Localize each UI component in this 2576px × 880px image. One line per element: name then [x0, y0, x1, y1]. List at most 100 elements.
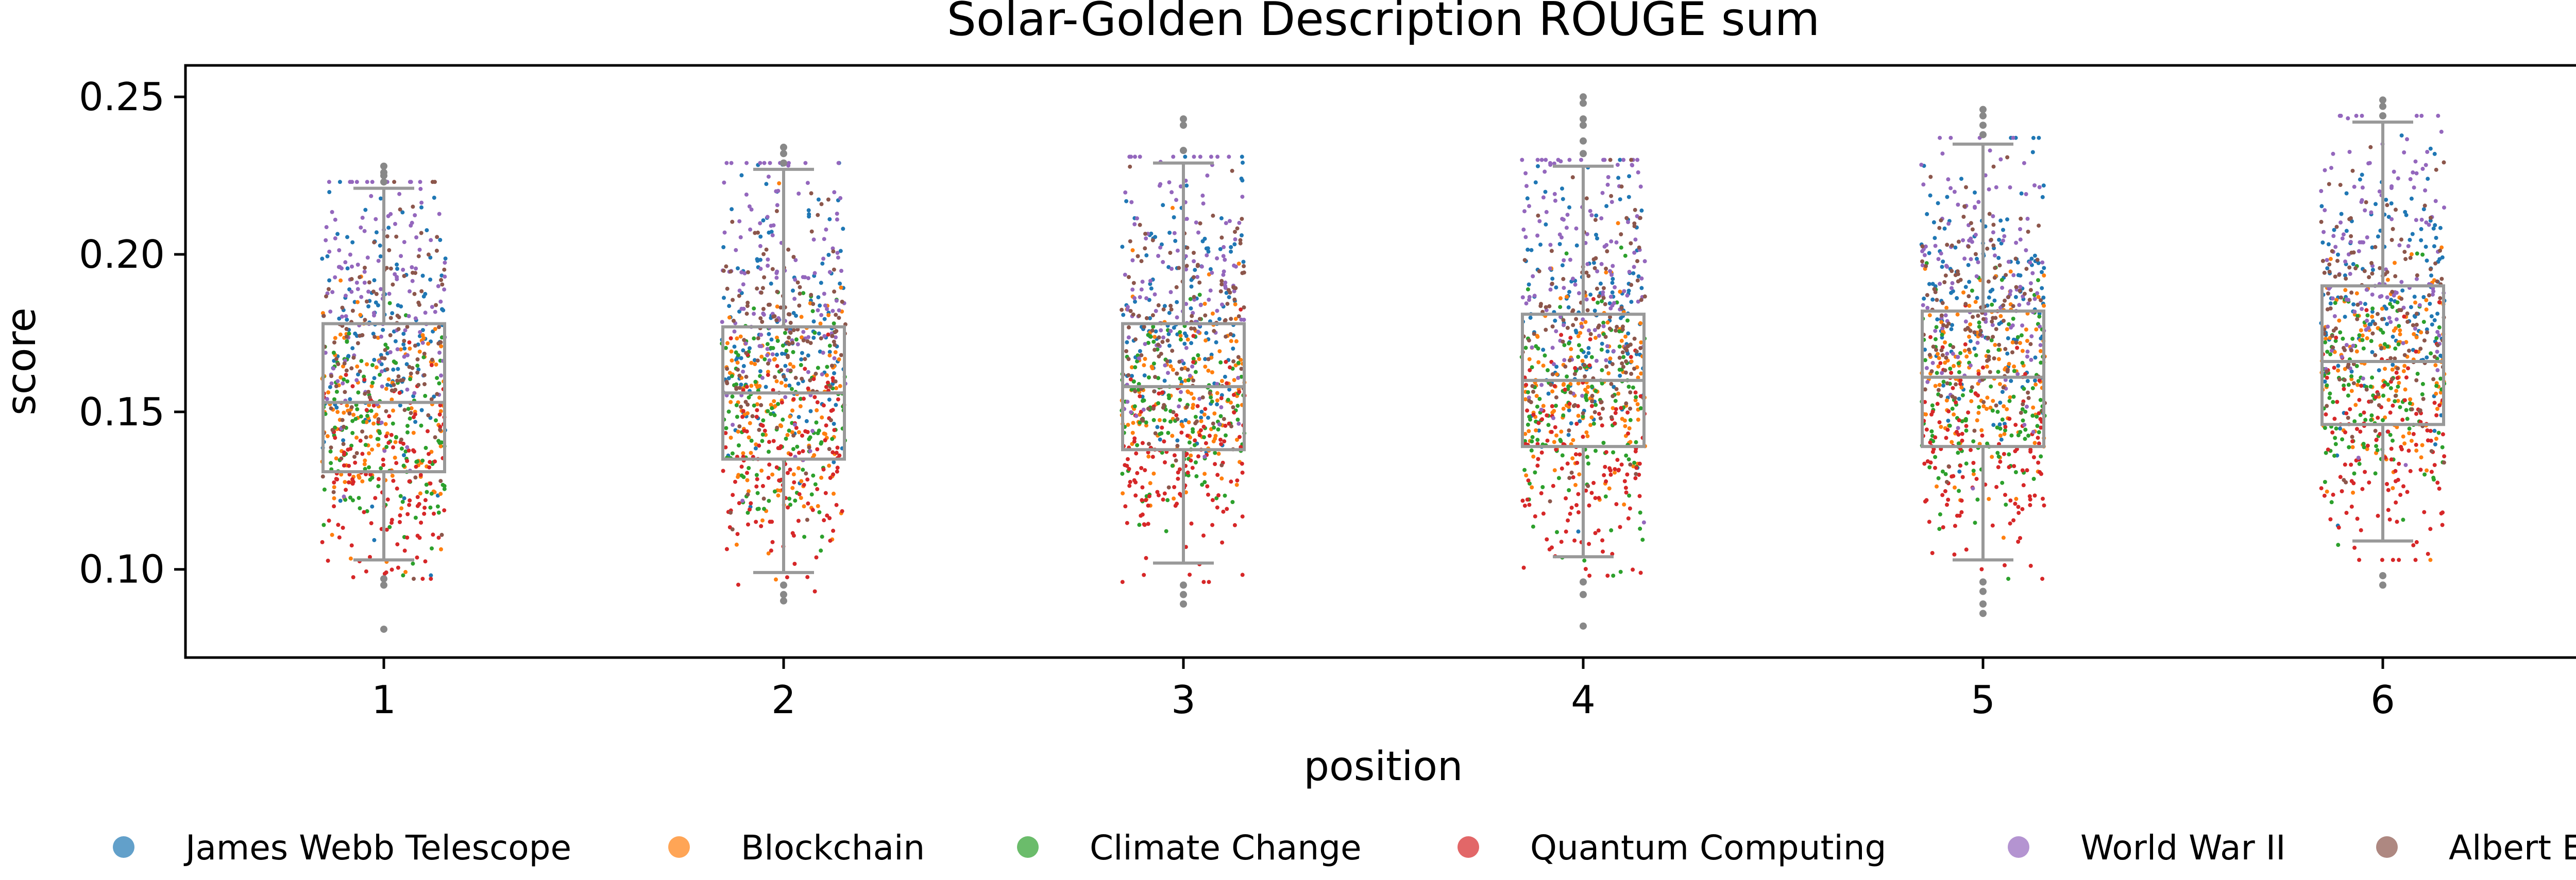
- strip-point: [1203, 313, 1208, 318]
- strip-point: [1567, 289, 1571, 294]
- strip-point: [1242, 305, 1246, 309]
- strip-point: [2035, 415, 2039, 419]
- strip-point: [819, 440, 824, 444]
- strip-point: [1215, 256, 1219, 261]
- strip-point: [1158, 245, 1163, 250]
- strip-point: [742, 271, 747, 275]
- strip-point: [1961, 238, 1965, 243]
- strip-point: [1587, 363, 1592, 368]
- strip-point: [1177, 359, 1182, 364]
- strip-point: [1977, 442, 1982, 446]
- outlier-point: [380, 581, 387, 589]
- strip-point: [1561, 318, 1566, 322]
- strip-point: [1625, 472, 1630, 477]
- strip-point: [737, 501, 741, 506]
- strip-point: [402, 496, 406, 501]
- strip-point: [1138, 349, 1142, 353]
- strip-point: [2367, 161, 2372, 165]
- strip-point: [1595, 286, 1599, 291]
- strip-point: [2420, 443, 2425, 447]
- strip-point: [2439, 129, 2444, 134]
- strip-point: [411, 204, 415, 209]
- strip-point: [759, 290, 764, 295]
- strip-point: [436, 341, 441, 346]
- strip-point: [2408, 401, 2412, 406]
- strip-point: [1214, 340, 1218, 344]
- strip-point: [2340, 437, 2345, 442]
- strip-point: [347, 480, 351, 485]
- strip-point: [1631, 567, 1635, 572]
- strip-point: [1558, 296, 1563, 301]
- strip-point: [737, 386, 742, 390]
- strip-point: [1165, 338, 1170, 343]
- strip-point: [2323, 168, 2327, 172]
- strip-point: [2433, 261, 2437, 266]
- strip-point: [1924, 427, 1929, 432]
- outlier-point: [780, 597, 787, 605]
- strip-point: [2021, 483, 2026, 488]
- strip-point: [1200, 395, 1205, 400]
- strip-point: [832, 339, 836, 344]
- strip-point: [1959, 177, 1963, 181]
- strip-point: [765, 215, 770, 219]
- strip-point: [810, 428, 815, 433]
- strip-point: [2404, 213, 2409, 217]
- strip-point: [402, 274, 406, 278]
- strip-point: [406, 314, 411, 318]
- strip-point: [1157, 418, 1162, 422]
- strip-point: [2327, 182, 2331, 186]
- strip-point: [1544, 210, 1549, 214]
- strip-point: [1178, 330, 1182, 335]
- strip-point: [2332, 454, 2336, 458]
- strip-point: [794, 314, 798, 318]
- strip-point: [1147, 375, 1151, 379]
- strip-point: [1229, 339, 1233, 343]
- strip-point: [409, 180, 413, 184]
- strip-point: [747, 489, 751, 493]
- strip-point: [437, 350, 442, 355]
- strip-point: [2413, 558, 2418, 562]
- strip-point: [1163, 460, 1167, 464]
- strip-point: [1571, 277, 1575, 281]
- strip-point: [2414, 349, 2418, 354]
- strip-point: [723, 445, 728, 450]
- strip-point: [1618, 289, 1622, 294]
- strip-point: [1562, 258, 1566, 263]
- strip-point: [338, 498, 343, 503]
- strip-point: [2406, 448, 2411, 453]
- strip-point: [2408, 255, 2413, 260]
- strip-point: [2367, 275, 2371, 280]
- strip-point: [2437, 300, 2442, 304]
- strip-point: [1627, 493, 1632, 498]
- strip-point: [1981, 404, 1986, 408]
- strip-point: [1194, 460, 1198, 464]
- strip-point: [1632, 367, 1636, 371]
- strip-point: [1632, 250, 1637, 255]
- strip-point: [2040, 577, 2045, 581]
- strip-point: [1127, 275, 1131, 280]
- strip-point: [1523, 235, 1528, 239]
- strip-point: [806, 335, 811, 339]
- strip-point: [1620, 327, 1625, 332]
- strip-point: [2419, 455, 2424, 460]
- strip-point: [1584, 430, 1589, 435]
- strip-point: [1552, 192, 1557, 196]
- strip-point: [1530, 384, 1535, 388]
- strip-point: [1126, 335, 1131, 340]
- strip-point: [1130, 248, 1135, 252]
- strip-point: [415, 370, 420, 375]
- strip-point: [1570, 175, 1575, 180]
- strip-point: [1146, 406, 1150, 411]
- strip-point: [1623, 486, 1628, 490]
- strip-point: [1156, 401, 1161, 406]
- strip-point: [1208, 288, 1213, 293]
- strip-point: [1613, 421, 1617, 426]
- strip-point: [1576, 355, 1581, 359]
- x-tick-label: 3: [1171, 677, 1196, 722]
- outlier-point: [1979, 106, 1987, 113]
- strip-point: [1201, 580, 1206, 584]
- strip-point: [1567, 341, 1571, 346]
- strip-point: [398, 403, 402, 408]
- strip-point: [2026, 395, 2031, 400]
- strip-point: [1126, 373, 1131, 377]
